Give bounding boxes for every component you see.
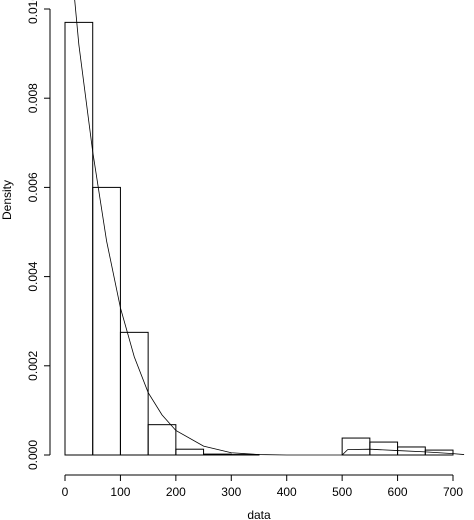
bar [175,448,205,456]
density-curve [74,0,465,456]
bar [119,331,149,456]
bar [92,186,121,456]
bar [64,21,94,456]
x-tick-label: 200 [166,485,186,499]
x-tick-label: 300 [221,485,241,499]
bar [369,441,399,456]
x-axis-label: data [247,508,271,520]
bar [424,449,454,456]
x-tick-label: 0 [62,485,69,499]
y-tick-label: 0.010 [26,0,40,24]
bar [203,453,232,456]
y-tick-label: 0.006 [26,172,40,202]
y-axis-label: Density [0,180,14,220]
y-tick-label: 0.004 [26,261,40,291]
x-tick-label: 700 [443,485,463,499]
y-tick-label: 0.008 [26,83,40,113]
y-tick-label: 0.000 [26,440,40,470]
x-tick-label: 500 [332,485,352,499]
x-tick-label: 100 [110,485,130,499]
bar [147,424,177,456]
y-tick-label: 0.002 [26,350,40,380]
x-tick-label: 400 [277,485,297,499]
plot-area [64,0,465,456]
bar [341,437,371,456]
x-tick-label: 600 [388,485,408,499]
